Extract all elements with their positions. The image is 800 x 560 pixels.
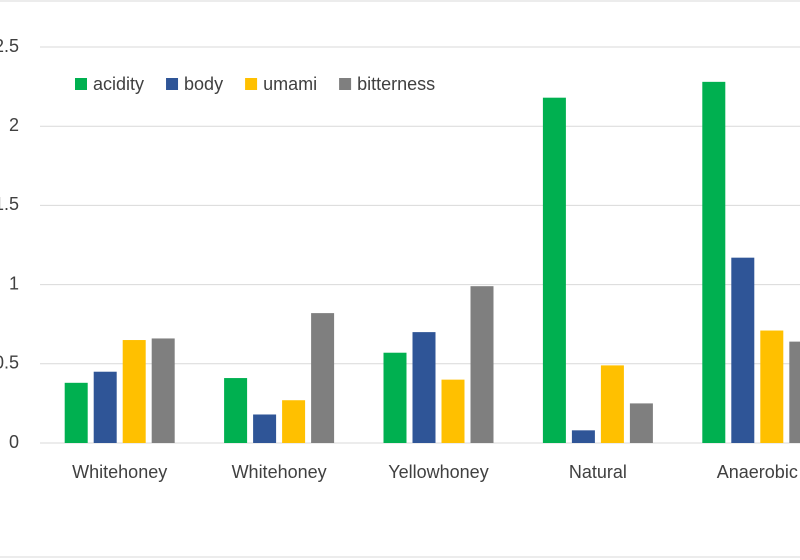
bar — [64, 382, 88, 443]
legend-swatch — [166, 78, 179, 90]
y-tick-label: 1.5 — [0, 194, 19, 214]
y-tick-label: 2 — [9, 115, 19, 135]
bar — [441, 379, 465, 443]
bar — [731, 257, 755, 443]
x-tick-label: Whitehoney — [232, 462, 327, 482]
bar — [600, 365, 624, 443]
bar — [412, 332, 436, 443]
bar — [151, 338, 175, 443]
bar — [282, 400, 306, 443]
y-tick-label: 2.5 — [0, 36, 19, 56]
legend-swatch — [75, 78, 87, 90]
x-tick-label: Natural — [569, 462, 627, 482]
bar — [253, 414, 277, 443]
bar — [93, 371, 117, 443]
bar — [702, 81, 726, 444]
bar — [122, 340, 146, 443]
bar — [383, 352, 407, 443]
y-tick-label: 1 — [9, 273, 19, 293]
x-tick-label: Yellowhoney — [388, 462, 488, 482]
y-tick-label: 0 — [9, 432, 19, 452]
bar — [760, 330, 784, 443]
bar — [311, 313, 335, 443]
legend-label: bitterness — [357, 74, 435, 94]
legend-swatch — [339, 78, 352, 90]
bar — [542, 97, 566, 444]
legend-label: umami — [263, 74, 317, 94]
x-tick-label: Whitehoney — [72, 462, 167, 482]
bar — [629, 403, 653, 443]
bar — [789, 341, 800, 443]
bar — [571, 430, 595, 443]
bar — [470, 286, 494, 443]
legend-swatch — [245, 78, 258, 90]
y-tick-label: 0.5 — [0, 353, 19, 373]
x-tick-label: Anaerobic — [717, 462, 798, 482]
bar — [224, 378, 248, 443]
legend-label: acidity — [93, 74, 144, 94]
legend-label: body — [184, 74, 223, 94]
